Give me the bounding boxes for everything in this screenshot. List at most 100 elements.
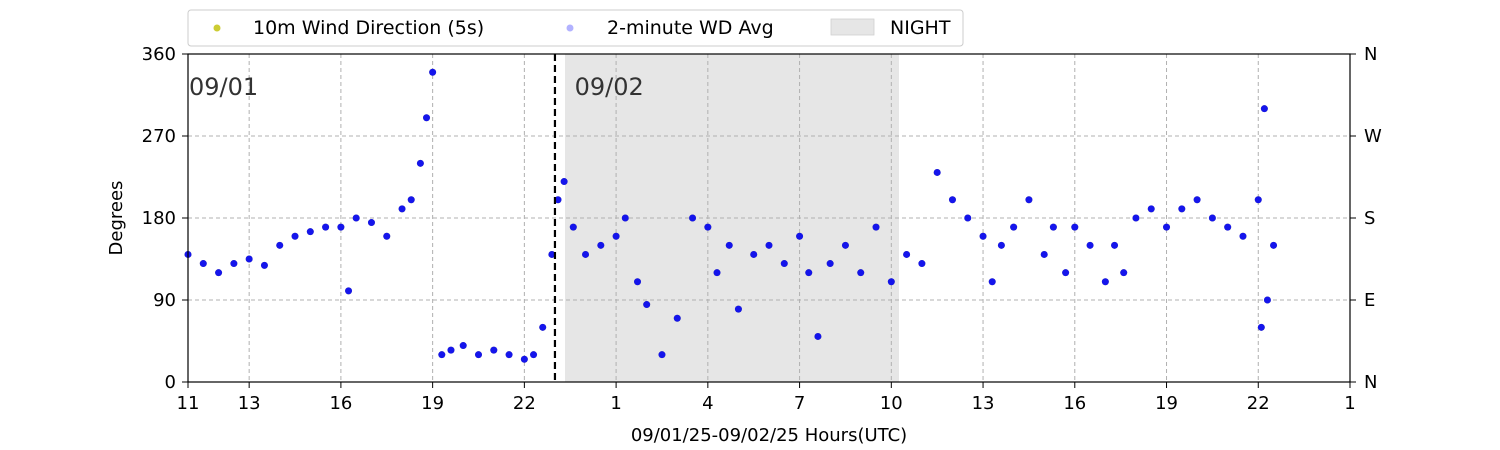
avg-point <box>597 241 605 249</box>
avg-point <box>276 241 284 249</box>
avg-point <box>352 214 360 222</box>
plot-area: 09/01 09/02 <box>184 53 1351 383</box>
x-tick-label: 1 <box>1344 393 1355 414</box>
y-tick-label-left: 360 <box>142 44 176 65</box>
avg-point <box>1010 223 1018 231</box>
x-tick-label: 1 <box>610 393 621 414</box>
avg-point <box>306 228 314 236</box>
avg-point <box>1040 250 1048 258</box>
avg-point <box>459 342 467 350</box>
avg-point <box>918 260 926 268</box>
avg-point <box>643 301 651 309</box>
x-tick-label: 16 <box>329 393 352 414</box>
avg-point <box>872 223 880 231</box>
y-tick-label-left: 180 <box>142 208 176 229</box>
avg-point <box>520 355 528 363</box>
avg-point <box>582 250 590 258</box>
legend: 10m Wind Direction (5s) 2-minute WD Avg … <box>187 9 964 47</box>
day-label-layer: 09/01 09/02 <box>189 73 644 101</box>
avg-point <box>383 232 391 240</box>
avg-point <box>1062 269 1070 277</box>
avg-point <box>475 351 482 359</box>
avg-point <box>1178 205 1186 213</box>
avg-point <box>291 232 299 240</box>
avg-point <box>841 241 849 249</box>
night-span <box>565 54 899 382</box>
avg-point <box>490 346 498 354</box>
avg-point <box>725 241 733 249</box>
legend-avg-label: 2-minute WD Avg <box>607 17 774 39</box>
avg-point <box>1208 214 1216 222</box>
legend-avg-marker <box>566 24 574 32</box>
avg-point <box>948 196 956 204</box>
avg-point <box>979 232 987 240</box>
x-tick-label: 16 <box>1063 393 1086 414</box>
x-tick-label: 4 <box>702 393 713 414</box>
x-tick-label: 19 <box>421 393 444 414</box>
avg-point <box>367 219 375 227</box>
avg-point <box>337 223 345 231</box>
avg-point <box>826 260 834 268</box>
avg-point <box>805 269 813 277</box>
avg-point <box>539 323 547 331</box>
x-tick-label: 13 <box>238 393 261 414</box>
avg-point <box>1163 223 1171 231</box>
avg-point <box>734 305 742 313</box>
day-label: 09/02 <box>575 73 644 101</box>
y-tick-label-left: 270 <box>142 126 176 147</box>
y-axis-right: N E S W N <box>1350 44 1382 393</box>
avg-point <box>1147 205 1155 213</box>
legend-raw-label: 10m Wind Direction (5s) <box>253 17 484 39</box>
avg-point <box>1111 241 1119 249</box>
x-tick-label: 22 <box>1247 393 1270 414</box>
avg-point <box>569 223 577 231</box>
avg-point <box>765 241 773 249</box>
x-tick-label: 13 <box>972 393 995 414</box>
avg-point <box>997 241 1005 249</box>
avg-point <box>199 260 207 268</box>
legend-night-label: NIGHT <box>890 17 951 39</box>
day-label: 09/01 <box>189 73 258 101</box>
y-tick-label-right: W <box>1364 126 1382 147</box>
y-tick-label-right: E <box>1364 290 1375 311</box>
avg-point <box>260 261 268 269</box>
avg-point <box>1101 278 1109 286</box>
avg-point <box>1260 105 1268 113</box>
legend-raw-marker <box>213 24 221 32</box>
avg-point <box>1270 241 1278 249</box>
avg-point <box>750 250 758 258</box>
x-tick-label: 11 <box>177 393 200 414</box>
avg-point <box>1071 223 1079 231</box>
avg-point <box>1025 196 1033 204</box>
avg-point <box>634 278 642 286</box>
x-tick-label: 7 <box>794 393 805 414</box>
legend-night-patch <box>830 18 875 36</box>
avg-point <box>673 314 681 322</box>
avg-point <box>530 351 538 359</box>
avg-point <box>857 269 865 277</box>
y-tick-label-right: N <box>1364 372 1377 393</box>
avg-point <box>658 351 666 359</box>
avg-point <box>796 232 804 240</box>
avg-point <box>407 196 415 204</box>
y-tick-label-left: 0 <box>165 372 176 393</box>
avg-point <box>887 278 895 286</box>
y-tick-label-left: 90 <box>153 290 176 311</box>
x-tick-label: 19 <box>1155 393 1178 414</box>
avg-point <box>447 346 455 354</box>
avg-point <box>1224 223 1232 231</box>
x-tick-label: 22 <box>513 393 536 414</box>
avg-point <box>215 269 223 277</box>
avg-point <box>1193 196 1201 204</box>
avg-point <box>1254 196 1262 204</box>
avg-point <box>423 114 431 122</box>
avg-point <box>429 68 437 76</box>
y-axis-label: Degrees <box>106 181 127 256</box>
avg-point <box>245 255 253 263</box>
avg-point <box>1120 269 1128 277</box>
y-tick-label-right: N <box>1364 44 1377 65</box>
avg-point <box>814 332 822 340</box>
avg-point <box>1263 296 1271 304</box>
avg-point <box>933 168 941 176</box>
